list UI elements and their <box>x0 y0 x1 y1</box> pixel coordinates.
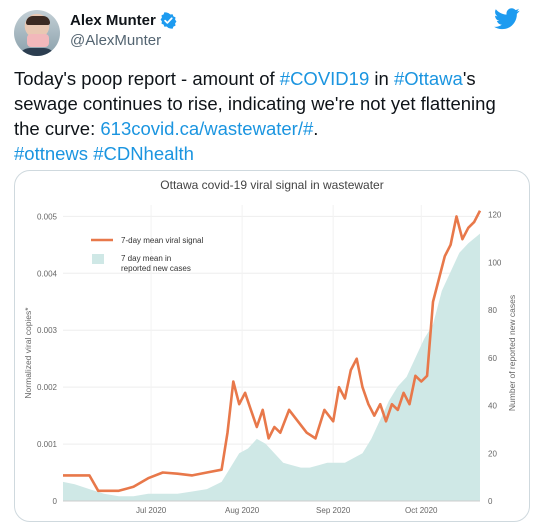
y2-tick-label: 20 <box>488 449 497 458</box>
legend-label: 7 day mean in <box>121 254 171 263</box>
viral-signal-line <box>63 210 482 493</box>
x-tick-label: Sep 2020 <box>316 506 351 515</box>
y2-tick-label: 80 <box>488 306 497 315</box>
author-name-row: Alex Munter <box>70 12 177 29</box>
wastewater-chart: Ottawa covid-19 viral signal in wastewat… <box>23 178 517 515</box>
verified-badge-icon <box>160 12 177 29</box>
author-handle[interactable]: @AlexMunter <box>70 32 162 49</box>
chart-title: Ottawa covid-19 viral signal in wastewat… <box>160 178 383 192</box>
tweet-text-segment: Today's poop report - amount of <box>14 68 280 89</box>
tweet-text-segment: in <box>369 68 394 89</box>
avatar-shirt <box>18 48 56 56</box>
y-tick-label: 0.004 <box>37 269 58 278</box>
y2-axis-label: Number of reported new cases <box>507 295 517 411</box>
avatar-hair <box>26 16 50 25</box>
tweet-text-segment: . <box>313 118 319 139</box>
legend-area-swatch <box>92 254 104 264</box>
tweet-header: Alex Munter @AlexMunter <box>14 8 520 56</box>
y-axis-label: Normalized viral copies* <box>23 307 33 399</box>
twitter-bird-icon[interactable] <box>494 8 520 30</box>
y-tick-label: 0 <box>53 497 58 506</box>
hashtag-link[interactable]: #Ottawa <box>393 68 463 89</box>
y2-tick-label: 120 <box>488 211 502 220</box>
x-tick-label: Aug 2020 <box>225 506 260 515</box>
x-tick-label: Jul 2020 <box>136 506 167 515</box>
hashtag-link[interactable]: #ottnews <box>14 143 89 164</box>
y2-tick-label: 0 <box>488 497 493 506</box>
url-link[interactable]: 613covid.ca/wastewater/# <box>100 118 314 139</box>
y2-tick-label: 100 <box>488 258 502 267</box>
legend-label: reported new cases <box>121 264 191 273</box>
y2-tick-label: 40 <box>488 402 497 411</box>
cases-area-series <box>63 233 480 501</box>
tweet-text: Today's poop report - amount of #COVID19… <box>14 66 524 166</box>
y-tick-label: 0.003 <box>37 326 58 335</box>
x-tick-label: Oct 2020 <box>405 506 438 515</box>
y-tick-label: 0.001 <box>37 440 58 449</box>
author-display-name[interactable]: Alex Munter <box>70 12 156 29</box>
hashtag-link[interactable]: #COVID19 <box>279 68 370 89</box>
y2-tick-label: 60 <box>488 354 497 363</box>
legend-label: 7-day mean viral signal <box>121 236 203 245</box>
tweet-text-segment: 's sewage continues to rise, indicating … <box>14 68 496 139</box>
avatar-mask <box>27 34 49 47</box>
tweet-media-chart[interactable]: Ottawa covid-19 viral signal in wastewat… <box>14 170 530 522</box>
avatar[interactable] <box>14 10 60 56</box>
y-tick-label: 0.005 <box>37 212 58 221</box>
y-tick-label: 0.002 <box>37 383 58 392</box>
hashtag-link[interactable]: #CDNhealth <box>93 143 194 164</box>
